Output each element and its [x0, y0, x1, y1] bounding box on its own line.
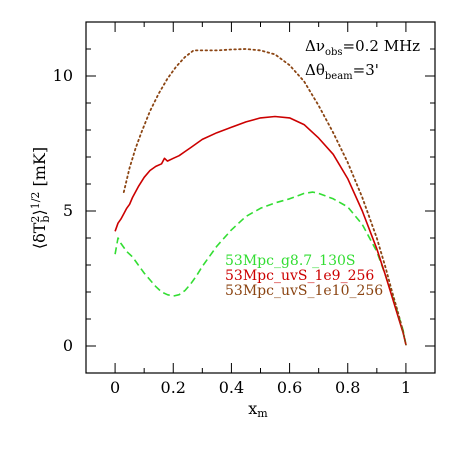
y-tick-label: 5 [63, 201, 73, 220]
x-tick-labels: 0 0.2 0.4 0.6 0.8 1 [110, 378, 411, 397]
annotation-bandwidth: Δνobs=0.2 MHz [305, 37, 420, 58]
y-axis-label: ⟨δT2b⟩1/2 [mK] [29, 147, 52, 249]
x-axis-label: xm [248, 399, 268, 420]
legend-entry-uvs1e9: 53Mpc_uvS_1e9_256 [225, 268, 374, 284]
x-tick-label: 1 [401, 378, 411, 397]
x-tick-label: 0.4 [219, 378, 244, 397]
x-tick-label: 0.6 [277, 378, 302, 397]
plot-frame [85, 21, 436, 374]
annotation-beam: Δθbeam=3' [305, 61, 379, 82]
y-tick-label: 0 [63, 336, 73, 355]
y-tick-label: 10 [53, 66, 73, 85]
axis-ticks [85, 21, 436, 374]
series-line-uvs1e10 [122, 48, 407, 346]
x-tick-label: 0.2 [161, 378, 186, 397]
series-line-uvs1e9 [114, 115, 407, 345]
series-layer [114, 48, 407, 346]
legend: 53Mpc_g8.7_130S 53Mpc_uvS_1e9_256 53Mpc_… [225, 253, 383, 299]
x-tick-label: 0 [110, 378, 120, 397]
x-tick-label: 0.8 [335, 378, 360, 397]
legend-entry-uvs1e10: 53Mpc_uvS_1e10_256 [225, 283, 383, 299]
y-tick-labels: 0 5 10 [53, 66, 73, 355]
legend-entry-g87: 53Mpc_g8.7_130S [225, 253, 356, 269]
annotation-block: Δνobs=0.2 MHz Δθbeam=3' [305, 37, 420, 82]
